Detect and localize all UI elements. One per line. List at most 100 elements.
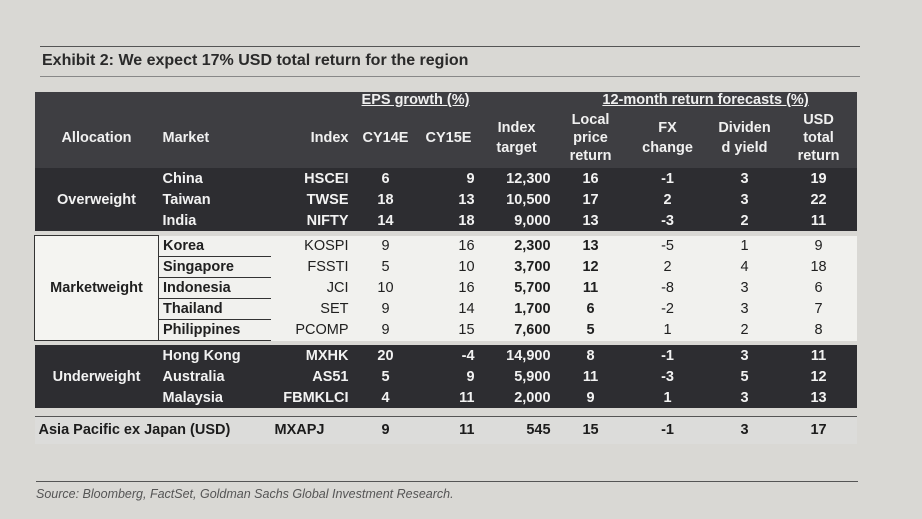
market-cell: Australia <box>158 366 271 387</box>
local-cell: 16 <box>554 168 627 189</box>
table-row: Underweight Hong Kong MXHK 20 -4 14,900 … <box>34 345 857 408</box>
index-cell: FBMKLCI <box>270 387 353 408</box>
local-cell: 5 <box>554 319 627 341</box>
market-cell: Hong Kong <box>158 345 271 366</box>
cy14e-cell: 5 <box>352 256 419 278</box>
total-row: Asia Pacific ex Japan (USD) MXAPJ 9 11 5… <box>34 415 857 444</box>
total-div-cell: 3 <box>708 415 781 444</box>
fx-cell: -3 <box>626 366 709 387</box>
target-cell: 7,600 <box>478 319 555 341</box>
target-cell: 5,900 <box>478 366 555 387</box>
usd-cell: 13 <box>780 387 857 408</box>
local-cell: 17 <box>554 189 627 210</box>
table-row: Marketweight Korea KOSPI 9 16 2,300 13 -… <box>34 235 857 341</box>
table-row: Malaysia FBMKLCI 4 11 2,000 9 1 3 13 <box>35 387 857 408</box>
target-cell: 3,700 <box>478 256 555 278</box>
dividend-yield-header: Dividen d yield <box>708 108 781 168</box>
source-note: Source: Bloomberg, FactSet, Goldman Sach… <box>36 487 454 501</box>
bottom-rule <box>36 481 858 482</box>
cy15e-cell: 9 <box>418 168 479 189</box>
cy15e-header: CY15E <box>418 108 479 168</box>
cy14e-cell: 9 <box>352 298 419 320</box>
index-cell: PCOMP <box>270 319 353 341</box>
target-cell: 2,300 <box>478 235 555 257</box>
target-cell: 14,900 <box>478 345 555 366</box>
fx-cell: -2 <box>626 298 709 320</box>
table-row: Taiwan TWSE 18 13 10,500 17 2 3 22 <box>35 189 857 210</box>
cy14e-cell: 9 <box>352 319 419 341</box>
index-cell: TWSE <box>270 189 353 210</box>
local-cell: 13 <box>554 235 627 257</box>
cy15e-cell: 11 <box>418 387 479 408</box>
overweight-label: Overweight <box>34 168 159 231</box>
total-usd-cell: 17 <box>780 415 857 444</box>
usd-cell: 22 <box>780 189 857 210</box>
table-row: Philippines PCOMP 9 15 7,600 5 1 2 8 <box>35 319 857 341</box>
local-cell: 12 <box>554 256 627 278</box>
div-cell: 5 <box>708 366 781 387</box>
div-cell: 3 <box>708 189 781 210</box>
target-cell: 9,000 <box>478 210 555 231</box>
index-cell: NIFTY <box>270 210 353 231</box>
table-row: Indonesia JCI 10 16 5,700 11 -8 3 6 <box>35 277 857 299</box>
local-price-return-header: Local price return <box>554 108 627 168</box>
cy15e-cell: 14 <box>418 298 479 320</box>
cy14e-cell: 20 <box>352 345 419 366</box>
local-cell: 9 <box>554 387 627 408</box>
index-cell: AS51 <box>270 366 353 387</box>
cy14e-cell: 14 <box>352 210 419 231</box>
index-cell: FSSTI <box>270 256 353 278</box>
fx-cell: 1 <box>626 319 709 341</box>
index-cell: JCI <box>270 277 353 299</box>
cy15e-cell: -4 <box>418 345 479 366</box>
usd-cell: 11 <box>780 210 857 231</box>
usd-cell: 6 <box>780 277 857 299</box>
fx-cell: 1 <box>626 387 709 408</box>
table-row: Singapore FSSTI 5 10 3,700 12 2 4 18 <box>35 256 857 278</box>
market-cell: China <box>158 168 271 189</box>
market-cell: Indonesia <box>158 277 271 299</box>
target-cell: 12,300 <box>478 168 555 189</box>
return-forecast-header: 12-month return forecasts (%) <box>554 92 857 108</box>
cy14e-header: CY14E <box>352 108 419 168</box>
index-cell: KOSPI <box>270 235 353 257</box>
local-cell: 8 <box>554 345 627 366</box>
usd-cell: 12 <box>780 366 857 387</box>
target-cell: 10,500 <box>478 189 555 210</box>
header-row: Allocation Market Index CY14E CY15E Inde… <box>34 108 857 168</box>
market-cell: Singapore <box>158 256 271 278</box>
usd-cell: 18 <box>780 256 857 278</box>
local-cell: 6 <box>554 298 627 320</box>
cy15e-cell: 15 <box>418 319 479 341</box>
market-cell: Malaysia <box>158 387 271 408</box>
div-cell: 3 <box>708 387 781 408</box>
total-fx-cell: -1 <box>626 415 709 444</box>
cy15e-cell: 16 <box>418 277 479 299</box>
cy14e-cell: 9 <box>352 235 419 257</box>
index-cell: MXHK <box>270 345 353 366</box>
table-row: Australia AS51 5 9 5,900 11 -3 5 12 <box>35 366 857 387</box>
usd-cell: 11 <box>780 345 857 366</box>
div-cell: 3 <box>708 298 781 320</box>
fx-cell: -1 <box>626 345 709 366</box>
total-local-cell: 15 <box>554 415 627 444</box>
local-cell: 11 <box>554 366 627 387</box>
total-target-cell: 545 <box>478 415 555 444</box>
table-row: Overweight China HSCEI 6 9 12,300 16 -1 … <box>34 168 857 231</box>
market-cell: Taiwan <box>158 189 271 210</box>
fx-cell: -1 <box>626 168 709 189</box>
table-row: Thailand SET 9 14 1,700 6 -2 3 7 <box>35 298 857 320</box>
target-cell: 2,000 <box>478 387 555 408</box>
market-cell: Thailand <box>158 298 271 320</box>
total-index-cell: MXAPJ <box>270 415 353 444</box>
title-rule <box>40 76 860 77</box>
div-cell: 2 <box>708 319 781 341</box>
div-cell: 4 <box>708 256 781 278</box>
index-cell: HSCEI <box>270 168 353 189</box>
index-header: Index <box>270 108 353 168</box>
local-cell: 13 <box>554 210 627 231</box>
exhibit-title: Exhibit 2: We expect 17% USD total retur… <box>42 52 469 69</box>
usd-cell: 7 <box>780 298 857 320</box>
usd-total-return-header: USD total return <box>780 108 857 168</box>
cy15e-cell: 16 <box>418 235 479 257</box>
